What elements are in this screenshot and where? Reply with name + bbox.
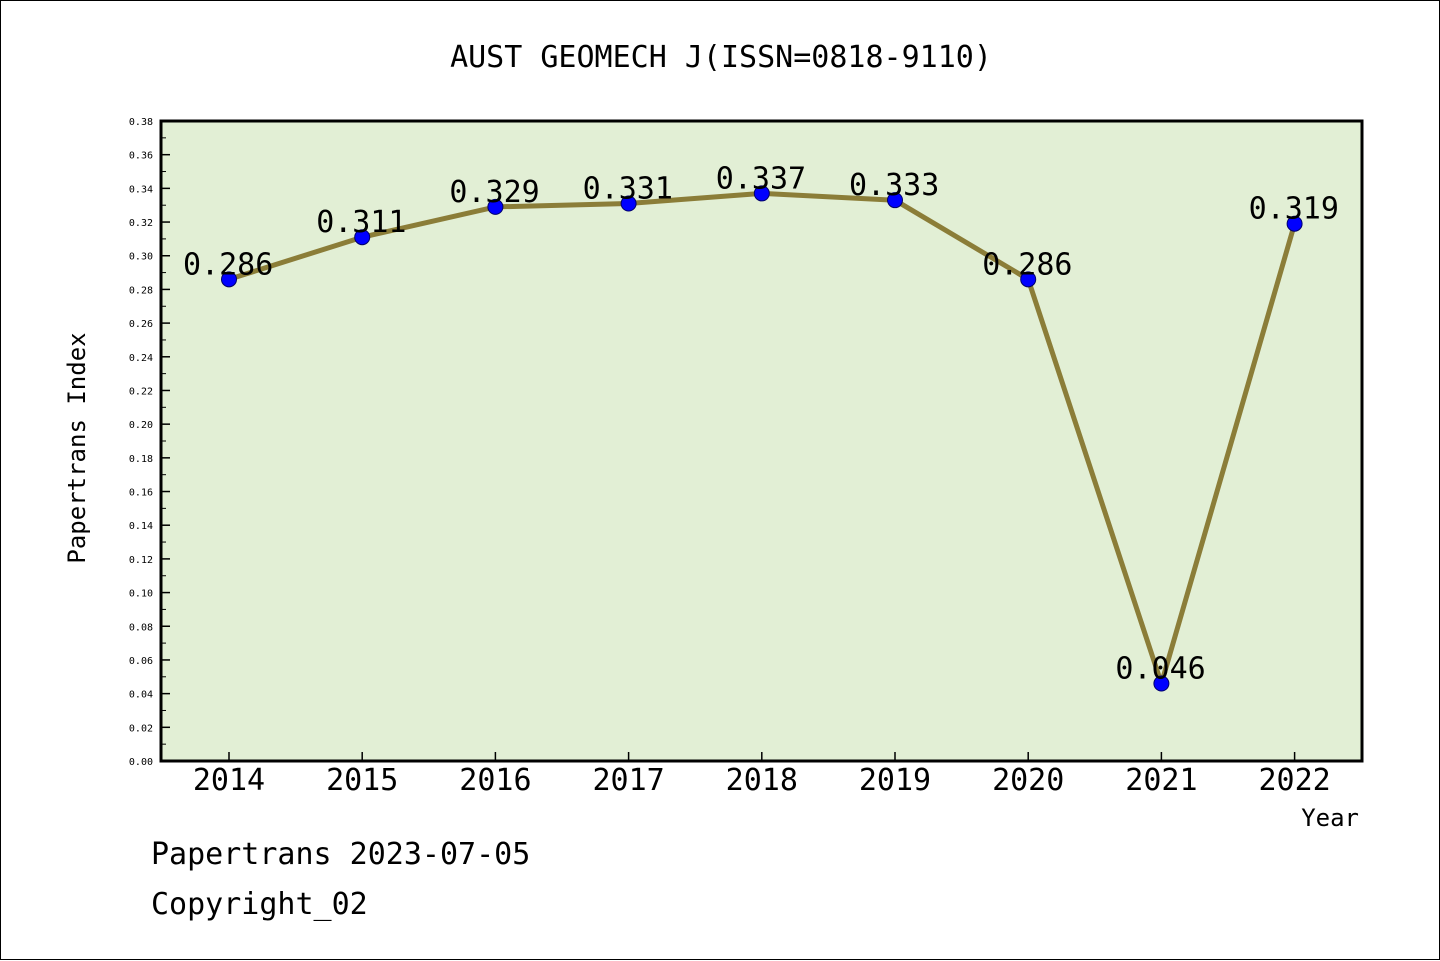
y-tick-label: 0.12 xyxy=(129,555,153,566)
x-tick-label: 2014 xyxy=(193,763,265,798)
footer-copyright: Copyright_02 xyxy=(151,887,368,922)
y-tick-label: 0.16 xyxy=(129,488,153,499)
x-tick-label: 2020 xyxy=(992,763,1064,798)
y-tick-label: 0.00 xyxy=(129,757,153,768)
y-tick-label: 0.06 xyxy=(129,656,153,667)
data-label: 0.046 xyxy=(1115,652,1205,687)
data-point xyxy=(221,271,237,288)
y-tick-label: 0.38 xyxy=(129,117,153,128)
data-point xyxy=(1286,215,1303,232)
chart-title: AUST GEOMECH J(ISSN=0818-9110) xyxy=(450,40,992,75)
y-tick-label: 0.18 xyxy=(129,454,153,465)
data-label: 0.311 xyxy=(316,205,406,240)
data-label: 0.286 xyxy=(982,247,1072,282)
data-label: 0.329 xyxy=(449,175,539,210)
data-point xyxy=(1020,271,1037,288)
data-point xyxy=(753,185,770,202)
data-point xyxy=(620,195,637,212)
x-tick-label: 2019 xyxy=(859,763,931,798)
x-tick-label: 2016 xyxy=(459,763,531,798)
series-markers xyxy=(221,185,1303,692)
data-label: 0.331 xyxy=(583,172,673,207)
plot-border xyxy=(159,119,1364,763)
x-tick-label: 2017 xyxy=(592,763,664,798)
data-point xyxy=(1153,675,1170,692)
y-tick-label: 0.24 xyxy=(129,353,153,364)
y-tick-label: 0.10 xyxy=(129,589,153,600)
y-tick-label: 0.20 xyxy=(129,420,153,431)
data-label: 0.319 xyxy=(1249,192,1339,227)
x-axis-tick-labels: 2014 2015 2016 2017 2018 2019 2020 2021 2022 xyxy=(193,763,1331,798)
x-axis-label: Year xyxy=(1301,804,1359,832)
footer-date-line: Papertrans 2023-07-05 xyxy=(151,837,531,872)
y-tick-label: 0.22 xyxy=(129,386,153,397)
y-tick-label: 0.02 xyxy=(129,723,153,734)
data-labels: 0.286 0.311 0.329 0.331 0.337 0.333 0.286 0.046… xyxy=(183,161,1339,686)
data-point xyxy=(887,192,903,209)
y-tick-label: 0.14 xyxy=(129,521,153,532)
y-tick-label: 0.04 xyxy=(129,690,153,701)
y-tick-label: 0.34 xyxy=(129,184,153,195)
data-point xyxy=(354,229,371,246)
x-tick-label: 2021 xyxy=(1125,763,1197,798)
y-tick-label: 0.32 xyxy=(129,218,153,229)
y-tick-label: 0.30 xyxy=(129,252,153,263)
y-tick-label: 0.26 xyxy=(129,319,153,330)
y-axis-label: Papertrans Index xyxy=(63,332,91,563)
data-label: 0.337 xyxy=(716,161,806,196)
x-tick-label: 2022 xyxy=(1258,763,1330,798)
data-label: 0.286 xyxy=(183,247,273,282)
data-label: 0.333 xyxy=(849,168,939,203)
y-tick-label: 0.28 xyxy=(129,285,153,296)
data-point xyxy=(487,198,504,215)
x-tick-label: 2015 xyxy=(326,763,398,798)
y-tick-label: 0.08 xyxy=(129,622,153,633)
y-axis-tick-labels: 0.00 0.02 0.04 0.06 0.08 0.10 0.12 0.14 0.16 0.18… xyxy=(129,117,153,768)
plot-area xyxy=(161,121,1362,761)
y-tick-label: 0.36 xyxy=(129,151,153,162)
x-tick-label: 2018 xyxy=(726,763,798,798)
